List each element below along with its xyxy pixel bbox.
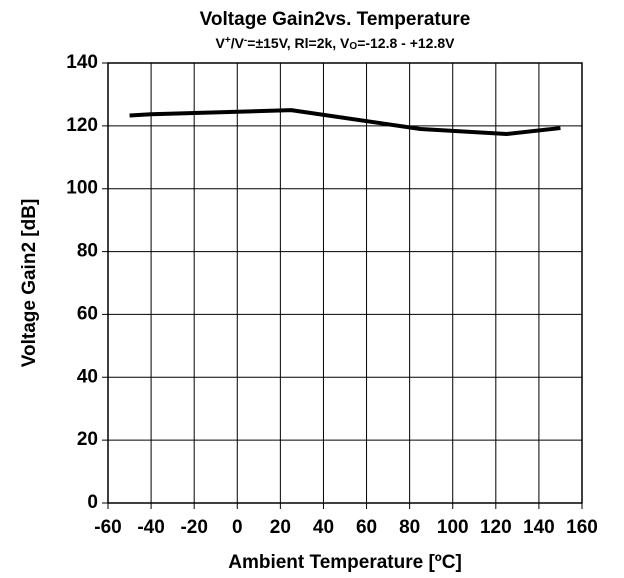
subtitle-part: O — [349, 41, 357, 52]
y-tick-label: 40 — [77, 366, 98, 387]
y-tick-label: 120 — [66, 115, 98, 136]
chart-title: Voltage Gain2vs. Temperature — [200, 9, 471, 30]
chart-subtitle: V+/V-=±15V, Rl=2k, VO=-12.8 - +12.8V — [216, 35, 456, 52]
y-tick-label: 0 — [87, 492, 98, 513]
x-tick-label: 100 — [437, 517, 469, 538]
plot-frame — [107, 62, 583, 504]
subtitle-part: + — [225, 35, 231, 46]
subtitle-part: =±15V, Rl=2k, V — [247, 35, 350, 51]
x-axis-title: Ambient Temperature [ºC] — [228, 552, 462, 573]
x-tick-label: 60 — [356, 517, 377, 538]
x-tick-label: 20 — [270, 517, 291, 538]
data-line — [129, 108, 561, 137]
x-tick-label: -60 — [94, 517, 121, 538]
subtitle-part: - — [244, 35, 247, 46]
y-tick-label: 60 — [77, 303, 98, 324]
y-tick-label: 80 — [77, 241, 98, 262]
y-tick-label: 140 — [66, 52, 98, 73]
x-tick-label: 0 — [232, 517, 243, 538]
x-tick-label: -40 — [137, 517, 164, 538]
x-tick-label: 160 — [566, 517, 598, 538]
y-axis-title: Voltage Gain2 [dB] — [19, 199, 40, 368]
subtitle-part: /V — [231, 35, 245, 51]
y-tick-label: 100 — [66, 178, 98, 199]
y-tick-label: 20 — [77, 429, 98, 450]
x-tick-label: 140 — [523, 517, 555, 538]
subtitle-part: =-12.8 - +12.8V — [357, 35, 455, 51]
x-tick-label: 80 — [399, 517, 420, 538]
subtitle-part: V — [216, 35, 226, 51]
x-tick-label: -20 — [180, 517, 207, 538]
x-tick-label: 120 — [480, 517, 512, 538]
x-tick-label: 40 — [313, 517, 334, 538]
